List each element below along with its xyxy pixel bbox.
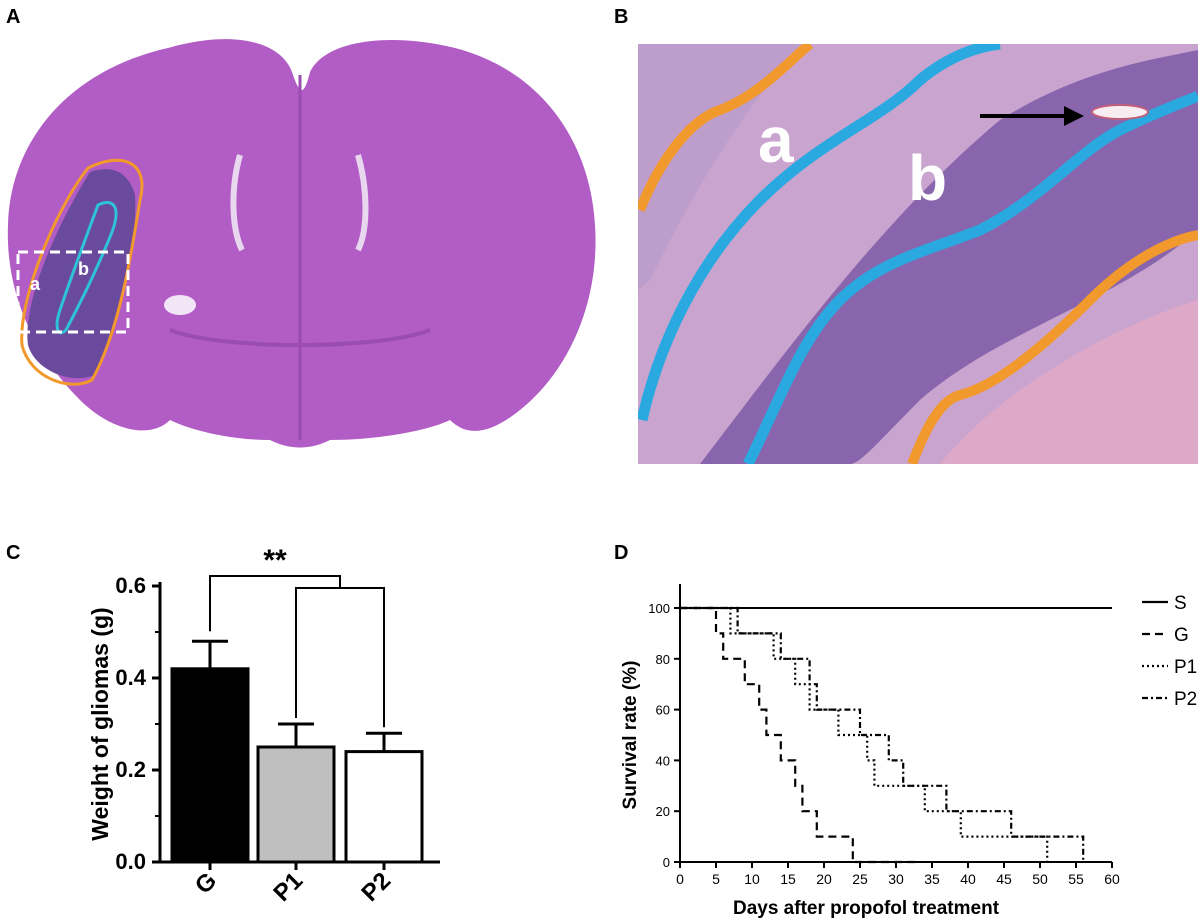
vessel-arrowhead — [1064, 106, 1084, 126]
d-legend-label-g: G — [1174, 625, 1189, 646]
tumor-outline-orange — [20, 158, 144, 386]
histology-dense-band — [700, 50, 1198, 464]
boundary-blue-lower — [743, 91, 1198, 464]
histology-region-a-label: a — [758, 104, 794, 176]
panel-label-b: B — [614, 6, 629, 28]
panel-label-a: A — [6, 6, 21, 28]
d-x-tick-label: 5 — [712, 871, 720, 887]
d-x-axis-label: Days after propofol treatment — [733, 898, 1000, 919]
d-x-tick-label: 40 — [960, 871, 976, 887]
d-x-tick-label: 35 — [924, 871, 940, 887]
histology-pink-zone — [940, 300, 1198, 464]
d-y-tick-label: 60 — [656, 703, 670, 718]
d-x-tick-label: 55 — [1068, 871, 1084, 887]
d-x-tick-label: 30 — [888, 871, 904, 887]
d-legend-label-p1: P1 — [1174, 657, 1197, 678]
zoom-region-b-label: b — [78, 259, 89, 279]
histology-region-b-label: b — [908, 142, 947, 214]
panel-a-brain-section: a b — [7, 39, 596, 448]
d-y-tick-label: 0 — [663, 855, 670, 870]
brain-silhouette — [7, 39, 596, 448]
ventricle-left — [230, 154, 245, 252]
c-y-axis-label: Weight of gliomas (g) — [87, 607, 113, 840]
d-x-tick-label: 0 — [676, 871, 684, 887]
d-legend-label-p2: P2 — [1174, 689, 1197, 710]
d-y-tick-label: 40 — [656, 753, 670, 768]
hippocampus-region — [169, 328, 431, 347]
d-x-tick-label: 20 — [816, 871, 832, 887]
panel-label-c: C — [6, 542, 21, 564]
c-y-tick-label: 0.0 — [115, 849, 146, 874]
d-x-tick-label: 45 — [996, 871, 1012, 887]
tumor-area — [27, 169, 136, 379]
d-x-tick-label: 50 — [1032, 871, 1048, 887]
d-x-tick-label: 25 — [852, 871, 868, 887]
d-y-tick-label: 80 — [656, 652, 670, 667]
c-bar-p1 — [256, 745, 336, 864]
panel-b-histology-zoom: a b — [638, 44, 1198, 464]
c-y-tick-label: 0.4 — [115, 665, 146, 690]
d-series-p2-line — [680, 606, 1085, 862]
d-y-axis-label: Survival rate (%) — [620, 661, 641, 810]
d-x-tick-label: 15 — [780, 871, 796, 887]
d-x-tick-label: 10 — [744, 871, 760, 887]
panel-label-d: D — [614, 542, 629, 564]
ventricle-right — [355, 154, 369, 252]
boundary-blue-upper — [638, 44, 1001, 422]
d-y-tick-label: 100 — [648, 601, 670, 616]
c-y-tick-label: 0.6 — [115, 573, 146, 598]
zoom-region-a-label: a — [30, 274, 41, 294]
histology-outer-zone — [638, 44, 800, 290]
c-y-tick-label: 0.2 — [115, 757, 146, 782]
blood-vessel — [1091, 104, 1149, 120]
tissue-tear — [164, 295, 196, 315]
boundary-orange-left — [638, 44, 814, 212]
boundary-orange-right — [907, 230, 1198, 464]
d-legend-label-s: S — [1174, 593, 1187, 614]
c-significance-label: ** — [263, 544, 287, 577]
d-x-tick-label: 60 — [1104, 871, 1120, 887]
tumor-core-outline-cyan — [55, 200, 118, 335]
c-bracket-outer — [209, 575, 341, 632]
d-y-tick-label: 20 — [656, 804, 670, 819]
c-bar-p2 — [344, 750, 424, 864]
zoom-box-dashed — [16, 250, 130, 334]
d-series-g-line — [680, 606, 918, 864]
